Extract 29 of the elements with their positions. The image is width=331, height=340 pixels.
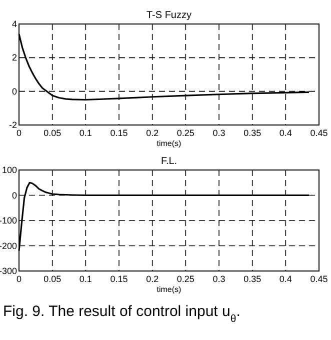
x-tick-label: 0.1: [79, 274, 92, 284]
x-tick-label: 0.2: [146, 128, 159, 138]
x-tick-label: 0.45: [310, 128, 328, 138]
x-tick-label: 0.25: [176, 274, 194, 284]
x-tick-label: 0.15: [110, 128, 128, 138]
x-axis-title: time(s): [156, 139, 182, 148]
y-tick-label: 100: [2, 165, 17, 175]
x-tick-label: 0.4: [279, 128, 292, 138]
x-tick-label: 0.1: [79, 128, 92, 138]
x-tick-label: 0.05: [44, 274, 62, 284]
caption: Fig. 9. The result of control input u$_{θ}$.: [3, 303, 240, 325]
x-tick-label: 0.3: [212, 274, 226, 284]
x-tick-label: 0.4: [279, 274, 292, 284]
x-tick-label: 0.05: [44, 128, 62, 138]
x-tick-label: 0.2: [146, 274, 159, 284]
x-tick-label: 0.3: [212, 128, 226, 138]
x-tick-label: 0.45: [310, 274, 328, 284]
x-tick-label: 0.35: [244, 274, 262, 284]
x-tick-label: 0.25: [176, 128, 194, 138]
y-tick-label: -2: [8, 120, 17, 130]
y-tick-label: 0: [12, 190, 17, 200]
x-tick-label: 0.15: [110, 274, 128, 284]
x-tick-label: 0.35: [244, 128, 262, 138]
chart-title: F.L.: [160, 156, 178, 167]
y-tick-label: 2: [12, 52, 17, 63]
chart-title: T-S Fuzzy: [146, 10, 192, 21]
x-axis-title: time(s): [156, 285, 182, 294]
y-tick-label: 0: [12, 86, 17, 96]
y-tick-label: 4: [12, 19, 17, 29]
